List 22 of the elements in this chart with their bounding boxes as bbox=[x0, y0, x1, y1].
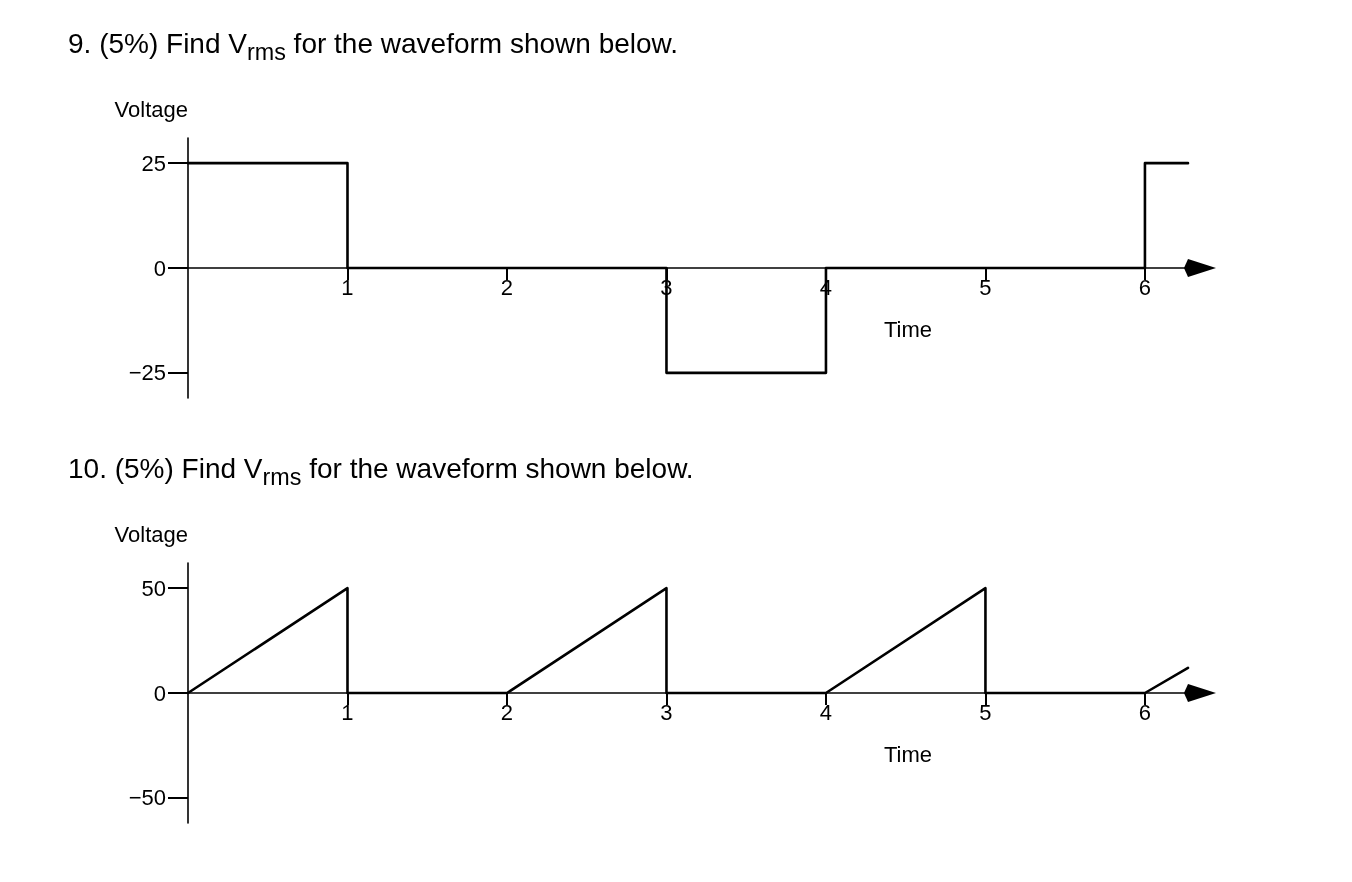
x-tick-label: 2 bbox=[500, 274, 514, 300]
y-tick-label: 50 bbox=[141, 575, 166, 601]
y-tick-label: 25 bbox=[141, 150, 166, 176]
x-tick-label: 5 bbox=[979, 274, 992, 300]
x-tick-label: 6 bbox=[1138, 699, 1152, 725]
y-tick-label: −25 bbox=[128, 360, 166, 386]
x-tick-label: 5 bbox=[979, 699, 992, 725]
chart-title: 10. (5%) Find V$_{rms}$ for the waveform shown below. bbox=[68, 453, 694, 491]
y-tick-label: 0 bbox=[153, 255, 166, 281]
y-axis-title: Voltage bbox=[114, 521, 188, 547]
chart-title: 9. (5%) Find V$_{rms}$ for the waveform shown below. bbox=[68, 28, 679, 66]
x-axis-title: Time bbox=[883, 741, 933, 767]
y-tick-label: 0 bbox=[153, 680, 166, 706]
x-tick-label: 6 bbox=[1138, 274, 1152, 300]
x-tick-label: 1 bbox=[341, 699, 354, 725]
x-tick-label: 4 bbox=[819, 699, 833, 725]
x-tick-label: 2 bbox=[500, 699, 514, 725]
x-tick-label: 3 bbox=[660, 699, 673, 725]
y-tick-label: −50 bbox=[128, 785, 166, 811]
x-tick-label: 1 bbox=[341, 274, 354, 300]
y-axis-title: Voltage bbox=[114, 96, 188, 122]
x-axis-title: Time bbox=[883, 316, 933, 342]
